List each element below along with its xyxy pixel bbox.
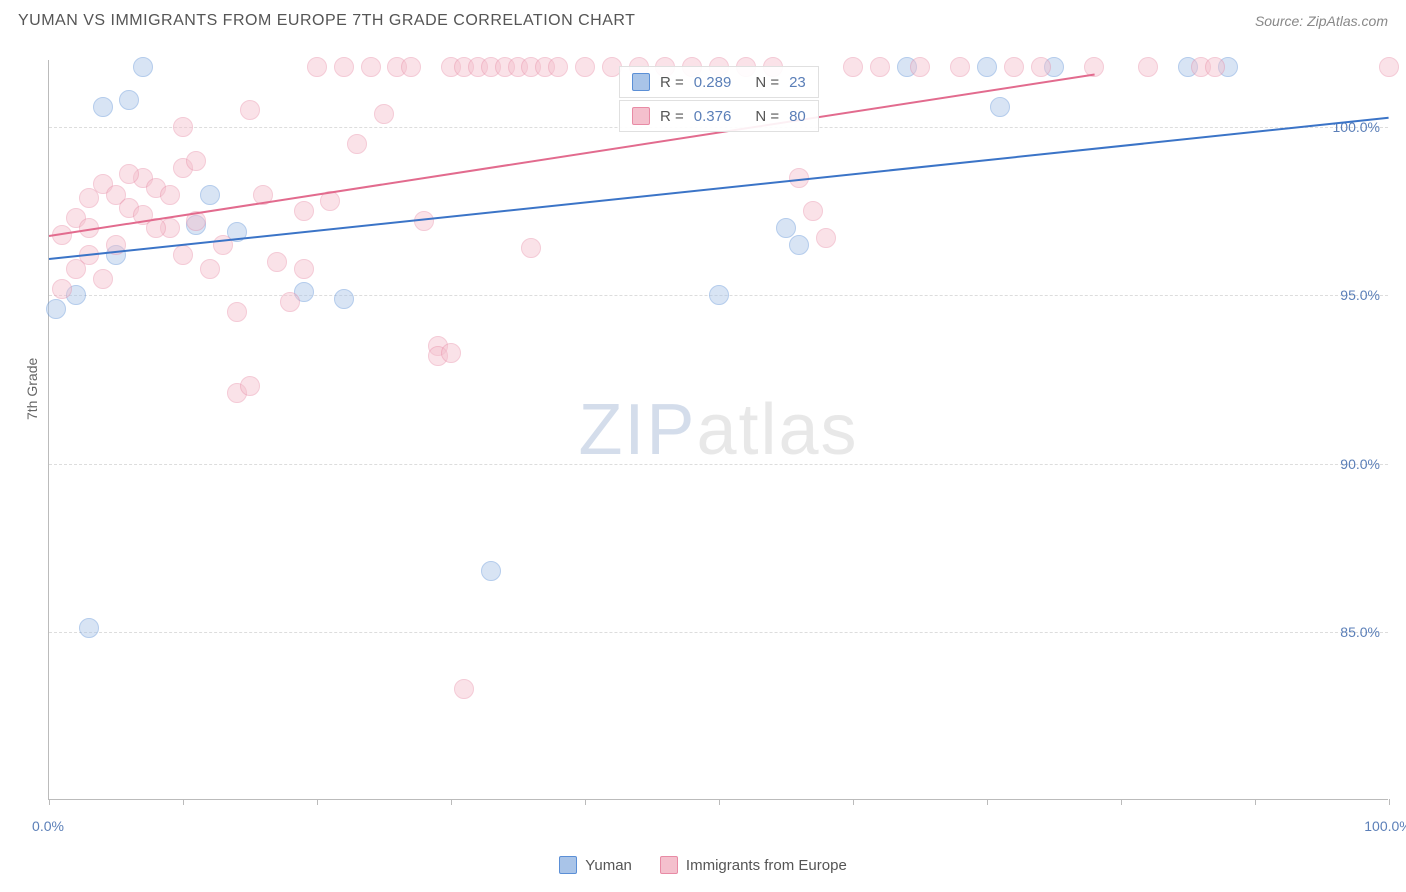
trend-line xyxy=(49,73,1095,236)
data-point xyxy=(843,57,863,77)
legend-n-value: 80 xyxy=(789,108,806,125)
legend-r-value: 0.376 xyxy=(694,108,732,125)
data-point xyxy=(160,185,180,205)
gridline xyxy=(49,464,1388,465)
plot-area: ZIPatlas 100.0%95.0%90.0%85.0%R = 0.289N… xyxy=(48,60,1388,800)
data-point xyxy=(334,289,354,309)
data-point xyxy=(294,201,314,221)
chart-area: ZIPatlas 100.0%95.0%90.0%85.0%R = 0.289N… xyxy=(48,60,1388,800)
data-point xyxy=(454,679,474,699)
legend-n-label: N = xyxy=(755,108,779,125)
data-point xyxy=(521,238,541,258)
legend-r-value: 0.289 xyxy=(694,74,732,91)
data-point xyxy=(776,218,796,238)
data-point xyxy=(93,97,113,117)
trend-line xyxy=(49,117,1389,260)
data-point xyxy=(1379,57,1399,77)
data-point xyxy=(441,343,461,363)
data-point xyxy=(200,259,220,279)
legend-label: Immigrants from Europe xyxy=(686,857,847,874)
y-axis-label: 7th Grade xyxy=(24,358,40,420)
legend-swatch xyxy=(559,856,577,874)
x-tick-mark xyxy=(317,799,318,805)
data-point xyxy=(1004,57,1024,77)
data-point xyxy=(280,292,300,312)
legend-item: Yuman xyxy=(559,856,632,874)
data-point xyxy=(52,279,72,299)
data-point xyxy=(910,57,930,77)
data-point xyxy=(548,57,568,77)
data-point xyxy=(133,57,153,77)
data-point xyxy=(46,299,66,319)
data-point xyxy=(950,57,970,77)
y-tick-label: 95.0% xyxy=(1340,287,1380,303)
data-point xyxy=(1138,57,1158,77)
y-tick-label: 90.0% xyxy=(1340,456,1380,472)
data-point xyxy=(347,134,367,154)
x-tick-mark xyxy=(719,799,720,805)
data-point xyxy=(307,57,327,77)
legend-n-label: N = xyxy=(755,74,779,91)
legend-item: Immigrants from Europe xyxy=(660,856,847,874)
y-tick-label: 85.0% xyxy=(1340,624,1380,640)
data-point xyxy=(173,117,193,137)
bottom-legend: Yuman Immigrants from Europe xyxy=(0,856,1406,874)
data-point xyxy=(870,57,890,77)
x-tick-mark xyxy=(49,799,50,805)
data-point xyxy=(575,57,595,77)
data-point xyxy=(240,100,260,120)
data-point xyxy=(481,561,501,581)
data-point xyxy=(200,185,220,205)
x-tick-mark xyxy=(1121,799,1122,805)
legend-n-value: 23 xyxy=(789,74,806,91)
legend-r-label: R = xyxy=(660,108,684,125)
data-point xyxy=(334,57,354,77)
data-point xyxy=(789,235,809,255)
data-point xyxy=(990,97,1010,117)
data-point xyxy=(401,57,421,77)
data-point xyxy=(119,164,139,184)
data-point xyxy=(240,376,260,396)
data-point xyxy=(1031,57,1051,77)
x-tick-mark xyxy=(183,799,184,805)
x-tick-label-end: 100.0% xyxy=(1364,818,1406,834)
data-point xyxy=(227,302,247,322)
data-point xyxy=(79,618,99,638)
data-point xyxy=(267,252,287,272)
source-credit: Source: ZipAtlas.com xyxy=(1255,13,1388,29)
data-point xyxy=(186,151,206,171)
data-point xyxy=(66,259,86,279)
legend-swatch xyxy=(632,107,650,125)
data-point xyxy=(93,269,113,289)
x-tick-mark xyxy=(987,799,988,805)
data-point xyxy=(414,211,434,231)
x-tick-mark xyxy=(585,799,586,805)
correlation-legend: R = 0.289 N = 23 xyxy=(619,66,819,98)
data-point xyxy=(977,57,997,77)
data-point xyxy=(374,104,394,124)
x-tick-mark xyxy=(1255,799,1256,805)
data-point xyxy=(709,285,729,305)
correlation-legend: R = 0.376 N = 80 xyxy=(619,100,819,132)
data-point xyxy=(294,259,314,279)
watermark-atlas: atlas xyxy=(696,390,858,470)
legend-swatch xyxy=(632,73,650,91)
chart-title: YUMAN VS IMMIGRANTS FROM EUROPE 7TH GRAD… xyxy=(18,12,635,30)
x-tick-label-start: 0.0% xyxy=(32,818,64,834)
data-point xyxy=(1205,57,1225,77)
data-point xyxy=(816,228,836,248)
x-tick-mark xyxy=(451,799,452,805)
watermark: ZIPatlas xyxy=(578,389,858,471)
x-tick-mark xyxy=(1389,799,1390,805)
data-point xyxy=(803,201,823,221)
data-point xyxy=(361,57,381,77)
legend-r-label: R = xyxy=(660,74,684,91)
legend-swatch xyxy=(660,856,678,874)
watermark-zip: ZIP xyxy=(578,390,696,470)
data-point xyxy=(119,90,139,110)
gridline xyxy=(49,632,1388,633)
x-tick-mark xyxy=(853,799,854,805)
legend-label: Yuman xyxy=(585,857,632,874)
data-point xyxy=(173,245,193,265)
